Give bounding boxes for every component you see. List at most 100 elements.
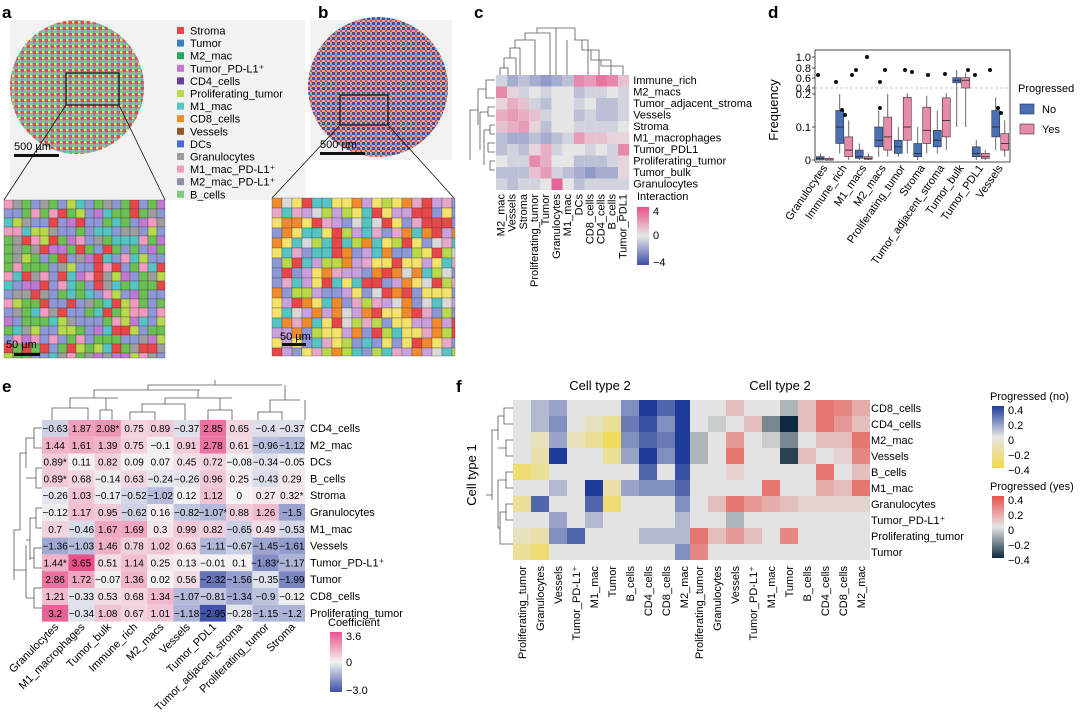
mosaic-cell [111,307,122,318]
row-label: B_cells [310,473,346,485]
mosaic-cell [431,327,443,339]
heatmap-cell [639,416,657,432]
mosaic-cell [138,352,149,359]
heatmap-cell [549,400,567,416]
dendrogram-columns-e [51,380,306,420]
heatmap-cell [816,400,834,416]
mosaic-cell [120,208,131,219]
mosaic-cell [421,227,433,239]
mosaic-cell [156,235,166,246]
mosaic-cell [21,253,32,264]
mosaic-cell [120,226,131,237]
mosaic-cell [311,297,323,309]
legend-label: Tumor_PD-L1⁺ [190,63,265,75]
cell-value-label: 1.67 [98,525,118,536]
mosaic-cell [371,247,383,259]
heatmap-cell [607,98,619,110]
heatmap-cell [42,453,69,471]
heatmap-cell [513,496,531,512]
heatmap-cell [226,520,253,538]
mosaic-cell [48,316,59,327]
colorbar-f-no [992,406,1004,468]
mosaic-cell [331,327,343,339]
heatmap-cell [518,98,530,110]
heatmap-cell [540,121,552,133]
mosaic-cell [401,247,413,259]
heatmap-cell [513,512,531,528]
mosaic-cell [361,237,373,249]
mosaic-cell [431,297,443,309]
mosaic-cell [30,217,41,228]
mosaic-cell [21,298,32,309]
outlier-point [816,73,820,77]
mosaic-cell [3,289,14,300]
mosaic-cell [271,217,283,229]
column-label: Tumor_PD-L1⁺ [748,566,760,641]
cell-value-label: 1.12 [203,491,223,502]
mosaic-cell [401,287,413,299]
cell-value-label: −1.61 [279,542,305,553]
mosaic-cell [102,325,113,336]
heatmap-cell [607,155,619,167]
mosaic-cell [321,207,333,219]
cell-value-label: 1.08 [98,609,118,620]
heatmap-cell [744,416,762,432]
mosaic-cell [351,337,363,349]
column-label: DCs [573,194,585,216]
cell-value-label: 2.78 [203,441,223,452]
cell-value-label: −2.32 [200,575,226,586]
mosaic-cell [57,316,68,327]
mosaic-cell [421,257,433,269]
dendrogram-columns-c [499,27,624,75]
row-label: Tumor_PD-L1⁺ [871,515,946,527]
mosaic-cell [75,325,86,336]
cell-value-label: 0.13 [177,558,197,569]
heatmap-cell [618,98,630,110]
mosaic-cell [271,257,283,269]
mosaic-cell [291,267,303,279]
heatmap-cell [852,544,870,560]
mosaic-cell [321,297,333,309]
box [902,97,912,141]
colorbar-tick-c-max: 4 [653,206,659,218]
heatmap-cell [278,487,305,504]
mosaic-cell [147,334,158,345]
mosaic-cell [441,197,453,209]
mosaic-cell [281,227,293,239]
mosaic-cell [138,199,149,210]
cell-value-label: −1.17 [279,558,305,569]
heatmap-cell [42,504,69,521]
mosaic-cell [12,325,23,336]
heatmap-cell [762,432,780,448]
mosaic-cell [57,235,68,246]
row-label: Vessels [310,541,348,553]
mosaic-cell [421,207,433,219]
mosaic-cell [301,267,313,279]
heatmap-cell [798,480,816,496]
mosaic-cell [111,352,122,359]
mosaic-cell [21,307,32,318]
heatmap-cell [549,528,567,544]
heatmap-cell [549,416,567,432]
cell-value-label: −1.07 [174,592,200,603]
heatmap-cell [798,464,816,480]
mosaic-cell [411,247,423,259]
mosaic-cell [138,262,149,273]
heatmap-cell [513,544,531,560]
heatmap-cell [621,496,639,512]
heatmap-cell [120,554,148,572]
cell-value-label: 1.72 [72,575,92,586]
row-label: Granulocytes [633,179,698,191]
heatmap-cell [798,528,816,544]
mosaic-cell [291,197,303,209]
heatmap-cell [573,121,585,133]
cell-value-label: 3.65 [72,558,92,569]
heatmap-cell [551,155,563,167]
heatmap-cell [584,75,596,87]
colorbar-tick-e-min: −3.0 [346,685,368,697]
mosaic-cell [291,287,303,299]
heatmap-cell [496,121,508,133]
heatmap-cell [621,464,639,480]
heatmap-cell [540,86,552,98]
row-label: Tumor_adjacent_stroma [633,98,753,110]
